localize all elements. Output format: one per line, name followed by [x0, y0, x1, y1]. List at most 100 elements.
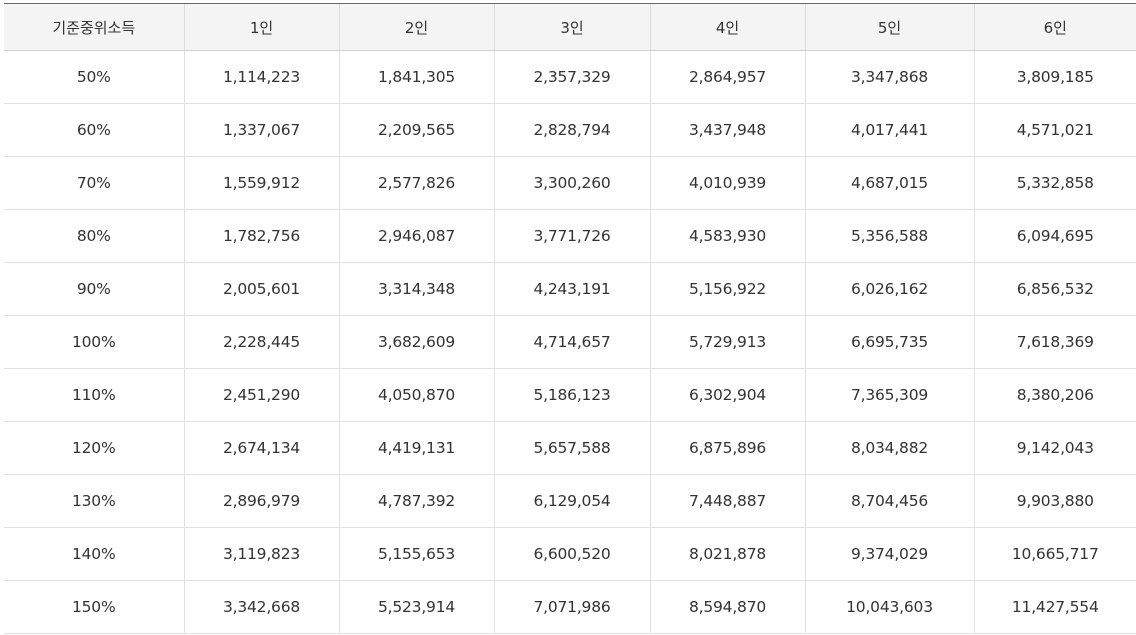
value-6-person: 7,618,369 — [973, 315, 1136, 369]
value-4-person: 8,594,870 — [649, 580, 805, 634]
table-row: 60% 1,337,067 2,209,565 2,828,794 3,437,948 4… — [4, 103, 1136, 157]
value-5-person: 4,017,441 — [804, 103, 974, 157]
value-5-person: 4,687,015 — [804, 156, 974, 210]
value-3-person: 6,129,054 — [493, 474, 650, 528]
value-1-person: 1,782,756 — [183, 209, 339, 263]
median-income-table-container: 기준중위소득 1인 2인 3인 4인 5인 6인 50% 1,114,223 1,8… — [4, 3, 1136, 634]
value-4-person: 7,448,887 — [649, 474, 805, 528]
header-1-person: 1인 — [183, 3, 339, 51]
value-1-person: 3,342,668 — [183, 580, 339, 634]
table-row: 100% 2,228,445 3,682,609 4,714,657 5,729,913… — [4, 315, 1136, 369]
value-4-person: 2,864,957 — [649, 50, 805, 104]
value-2-person: 2,209,565 — [338, 103, 494, 157]
value-1-person: 1,337,067 — [183, 103, 339, 157]
table-body: 50% 1,114,223 1,841,305 2,357,329 2,864,957 3… — [4, 50, 1136, 634]
header-row: 기준중위소득 1인 2인 3인 4인 5인 6인 — [4, 3, 1136, 51]
value-3-person: 3,300,260 — [493, 156, 650, 210]
value-4-person: 5,156,922 — [649, 262, 805, 316]
value-1-person: 1,559,912 — [183, 156, 339, 210]
value-3-person: 7,071,986 — [493, 580, 650, 634]
table-row: 110% 2,451,290 4,050,870 5,186,123 6,302,904… — [4, 368, 1136, 422]
value-2-person: 2,946,087 — [338, 209, 494, 263]
percent-cell: 150% — [4, 580, 184, 634]
value-3-person: 5,657,588 — [493, 421, 650, 475]
value-4-person: 6,302,904 — [649, 368, 805, 422]
value-2-person: 4,419,131 — [338, 421, 494, 475]
percent-cell: 140% — [4, 527, 184, 581]
value-2-person: 5,155,653 — [338, 527, 494, 581]
table-header: 기준중위소득 1인 2인 3인 4인 5인 6인 — [4, 3, 1136, 51]
value-1-person: 2,005,601 — [183, 262, 339, 316]
percent-cell: 100% — [4, 315, 184, 369]
percent-cell: 80% — [4, 209, 184, 263]
value-2-person: 4,787,392 — [338, 474, 494, 528]
value-3-person: 4,714,657 — [493, 315, 650, 369]
table-row: 140% 3,119,823 5,155,653 6,600,520 8,021,878… — [4, 527, 1136, 581]
percent-cell: 130% — [4, 474, 184, 528]
value-6-person: 9,142,043 — [973, 421, 1136, 475]
value-1-person: 1,114,223 — [183, 50, 339, 104]
percent-cell: 70% — [4, 156, 184, 210]
value-3-person: 3,771,726 — [493, 209, 650, 263]
value-6-person: 4,571,021 — [973, 103, 1136, 157]
value-4-person: 8,021,878 — [649, 527, 805, 581]
value-5-person: 6,026,162 — [804, 262, 974, 316]
value-5-person: 9,374,029 — [804, 527, 974, 581]
value-6-person: 9,903,880 — [973, 474, 1136, 528]
value-1-person: 3,119,823 — [183, 527, 339, 581]
percent-cell: 50% — [4, 50, 184, 104]
table-row: 150% 3,342,668 5,523,914 7,071,986 8,594,870… — [4, 580, 1136, 634]
percent-cell: 110% — [4, 368, 184, 422]
percent-cell: 120% — [4, 421, 184, 475]
header-4-person: 4인 — [649, 3, 805, 51]
value-5-person: 7,365,309 — [804, 368, 974, 422]
value-6-person: 10,665,717 — [973, 527, 1136, 581]
table-row: 50% 1,114,223 1,841,305 2,357,329 2,864,957 3… — [4, 50, 1136, 104]
percent-cell: 90% — [4, 262, 184, 316]
value-1-person: 2,896,979 — [183, 474, 339, 528]
value-6-person: 3,809,185 — [973, 50, 1136, 104]
value-6-person: 5,332,858 — [973, 156, 1136, 210]
header-6-person: 6인 — [973, 3, 1136, 51]
value-4-person: 6,875,896 — [649, 421, 805, 475]
value-6-person: 11,427,554 — [973, 580, 1136, 634]
value-2-person: 3,314,348 — [338, 262, 494, 316]
value-5-person: 6,695,735 — [804, 315, 974, 369]
value-5-person: 8,704,456 — [804, 474, 974, 528]
value-4-person: 4,583,930 — [649, 209, 805, 263]
value-2-person: 4,050,870 — [338, 368, 494, 422]
value-5-person: 8,034,882 — [804, 421, 974, 475]
value-4-person: 3,437,948 — [649, 103, 805, 157]
value-3-person: 2,357,329 — [493, 50, 650, 104]
value-5-person: 5,356,588 — [804, 209, 974, 263]
value-4-person: 5,729,913 — [649, 315, 805, 369]
percent-cell: 60% — [4, 103, 184, 157]
value-1-person: 2,674,134 — [183, 421, 339, 475]
value-6-person: 8,380,206 — [973, 368, 1136, 422]
value-1-person: 2,228,445 — [183, 315, 339, 369]
value-3-person: 2,828,794 — [493, 103, 650, 157]
value-2-person: 2,577,826 — [338, 156, 494, 210]
header-median-income: 기준중위소득 — [4, 3, 184, 51]
value-3-person: 5,186,123 — [493, 368, 650, 422]
value-6-person: 6,094,695 — [973, 209, 1136, 263]
table-row: 70% 1,559,912 2,577,826 3,300,260 4,010,939 4… — [4, 156, 1136, 210]
value-2-person: 5,523,914 — [338, 580, 494, 634]
value-5-person: 10,043,603 — [804, 580, 974, 634]
table-row: 120% 2,674,134 4,419,131 5,657,588 6,875,896… — [4, 421, 1136, 475]
value-3-person: 4,243,191 — [493, 262, 650, 316]
value-2-person: 1,841,305 — [338, 50, 494, 104]
value-3-person: 6,600,520 — [493, 527, 650, 581]
table-row: 130% 2,896,979 4,787,392 6,129,054 7,448,887… — [4, 474, 1136, 528]
value-2-person: 3,682,609 — [338, 315, 494, 369]
header-5-person: 5인 — [804, 3, 974, 51]
value-1-person: 2,451,290 — [183, 368, 339, 422]
value-5-person: 3,347,868 — [804, 50, 974, 104]
value-6-person: 6,856,532 — [973, 262, 1136, 316]
value-4-person: 4,010,939 — [649, 156, 805, 210]
median-income-table: 기준중위소득 1인 2인 3인 4인 5인 6인 50% 1,114,223 1,8… — [4, 3, 1136, 634]
table-row: 80% 1,782,756 2,946,087 3,771,726 4,583,930 5… — [4, 209, 1136, 263]
header-2-person: 2인 — [338, 3, 494, 51]
table-row: 90% 2,005,601 3,314,348 4,243,191 5,156,922 6… — [4, 262, 1136, 316]
header-3-person: 3인 — [493, 3, 650, 51]
